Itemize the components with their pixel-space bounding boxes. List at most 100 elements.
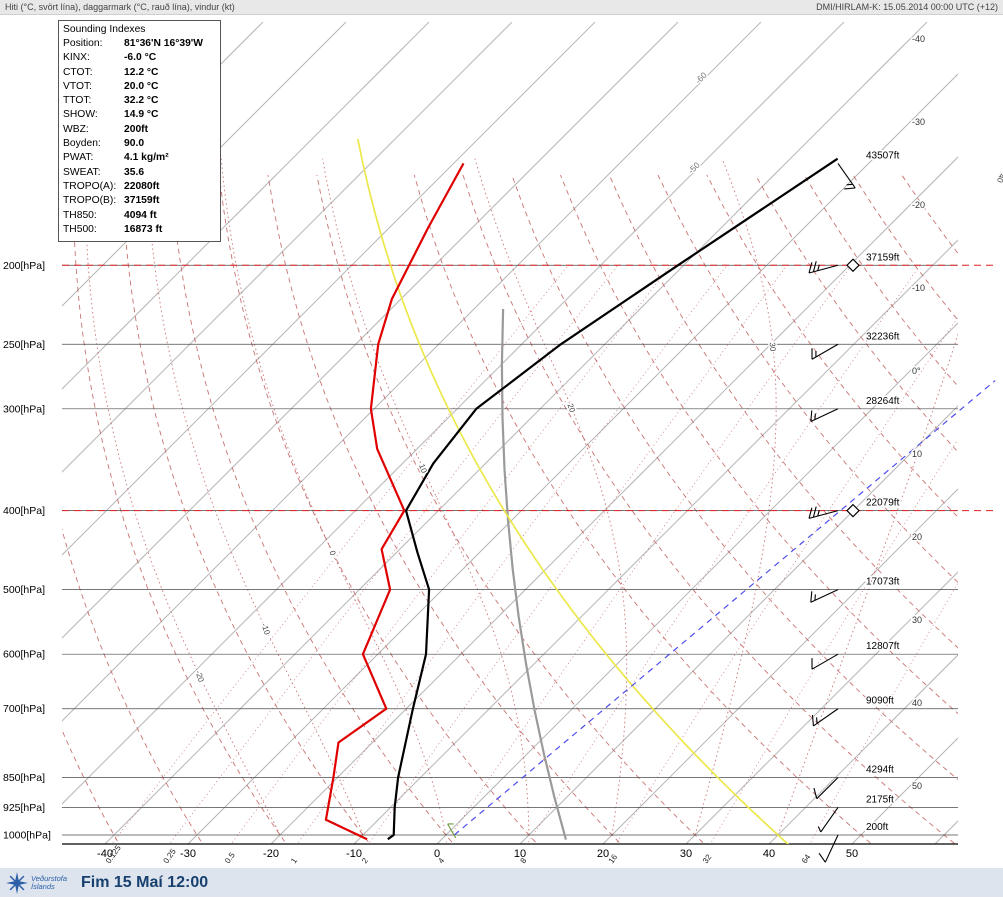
index-label: CTOT: (63, 66, 93, 78)
isotherm-line (62, 22, 762, 722)
dry-adiabat-line (852, 174, 958, 321)
wet-adiabat-line (322, 158, 530, 835)
wind-barb (808, 506, 839, 519)
altitude-label: 12807ft (866, 641, 900, 652)
pressure-label: 600[hPa] (3, 649, 45, 661)
temp-tick-label: 50 (846, 848, 858, 860)
pressure-label: 1000[hPa] (3, 830, 51, 842)
index-label: TROPO(B): (63, 195, 117, 207)
temp-tick-label: 0 (434, 848, 440, 860)
right-isotherm-label: -40 (912, 34, 925, 44)
mixing-ratio-line (230, 265, 671, 844)
temp-tick-label: 10 (514, 848, 526, 860)
dry-adiabat-line (511, 174, 958, 781)
wind-barb (818, 834, 839, 863)
surface-wind-marker (447, 823, 457, 839)
index-value: 37159ft (124, 195, 160, 207)
temp-tick-label: 40 (763, 848, 775, 860)
mixing-ratio-line (709, 438, 958, 844)
standard-atmosphere-line (500, 308, 567, 840)
dry-adiabat-line (267, 174, 622, 844)
blue-dashed-reference-line (453, 380, 996, 836)
wet-adiabat-line (145, 158, 364, 836)
mixing-ratio-line (168, 265, 619, 844)
dry-adiabat-line (462, 174, 956, 844)
wet-adiabat-line (220, 158, 447, 836)
logo-text-line1: Veðurstofa (31, 873, 67, 883)
wind-barb (837, 163, 856, 190)
model-run-text: DMI/HIRLAM-K: 15.05.2014 00:00 UTC (+12) (816, 2, 998, 12)
right-isotherm-label: 10 (912, 449, 922, 459)
temp-tick-label: -40 (97, 848, 113, 860)
mixing-ratio-label: 8 (519, 856, 529, 865)
pressure-label: 500[hPa] (3, 584, 45, 596)
index-row: SWEAT: 35.6 (63, 166, 216, 180)
temp-tick-label: -20 (263, 848, 279, 860)
mixing-ratio-line (526, 265, 921, 844)
pressure-label: 700[hPa] (3, 703, 45, 715)
dry-adiabat-line (218, 174, 538, 844)
isotherm-line (851, 737, 958, 844)
right-isotherm-label: -10 (912, 283, 925, 293)
index-value: -6.0 °C (124, 52, 157, 64)
right-isotherm-label: 20 (912, 532, 922, 542)
wet-adiabat-label: -20 (194, 669, 206, 683)
isotherm-line (519, 405, 958, 844)
isotherm-line (62, 22, 679, 639)
dry-adiabat-line (62, 528, 204, 844)
index-value: 90.0 (124, 138, 145, 150)
isotherm-line (187, 73, 958, 844)
dry-adiabat-line (608, 174, 958, 649)
mixing-ratio-label: 32 (701, 852, 714, 865)
mixing-ratio-line (615, 316, 958, 844)
right-isotherm-label: 50 (912, 781, 922, 791)
index-row: TTOT: 32.2 °C (63, 94, 216, 108)
wind-barb (811, 343, 839, 360)
wet-adiabat-label: -10 (259, 622, 271, 636)
index-value: 14.9 °C (124, 109, 159, 121)
label-layer: -40 -30 -20 -10 0 10 20 30 40 500.125 0.25 0.5 1 2 4 8 1… (97, 33, 1003, 866)
dry-adiabat-line (365, 174, 789, 844)
temp-tick-label: 30 (680, 848, 692, 860)
index-value: 81°36'N 16°39'W (124, 38, 203, 49)
dry-adiabat-line (560, 174, 958, 715)
right-isotherm-label: 30 (912, 615, 922, 625)
wind-barb (813, 777, 839, 800)
mixing-ratio-line (296, 265, 728, 844)
index-value: 20.0 °C (124, 80, 159, 92)
index-label: SHOW: (63, 109, 98, 121)
isotherm-line (602, 488, 958, 844)
wind-layer (447, 163, 860, 863)
wet-adiabat-label: 0 (327, 550, 337, 558)
right-isotherm-label: 0° (912, 366, 921, 376)
dewpoint-line (324, 162, 465, 841)
isotherm-line (104, 22, 928, 844)
isotherm-line (62, 22, 513, 473)
altitude-label: 28264ft (866, 396, 900, 407)
altitude-label: 37159ft (866, 252, 900, 263)
index-value: 4.1 kg/m² (124, 152, 169, 164)
dry-adiabat-line (413, 174, 873, 844)
indexes-title: Sounding Indexes (63, 24, 146, 35)
index-label: SWEAT: (63, 166, 101, 178)
tropopause-marker (846, 503, 860, 518)
index-label: Boyden: (63, 138, 101, 150)
index-row: TH850: 4094 ft (63, 209, 216, 223)
wet-adiabat-line (694, 158, 777, 836)
grid-layer (62, 22, 958, 844)
logo-text: Veðurstofa Íslands (31, 873, 67, 891)
isotherm-line (62, 22, 596, 556)
wet-adiabat-label: 40 (995, 172, 1003, 184)
isotherm-inline-label: -50 (686, 160, 702, 176)
altitude-label: 9090ft (866, 696, 894, 707)
logo-icon (6, 871, 28, 894)
index-label: TTOT: (63, 95, 92, 107)
wet-adiabat-line (84, 158, 281, 836)
index-row: CTOT: 12.2 °C (63, 66, 216, 80)
isotherm-line (436, 322, 958, 844)
isotherm-inline-label: -60 (693, 70, 709, 86)
wet-adiabat-line (474, 158, 628, 836)
isotherm-line (685, 571, 958, 844)
